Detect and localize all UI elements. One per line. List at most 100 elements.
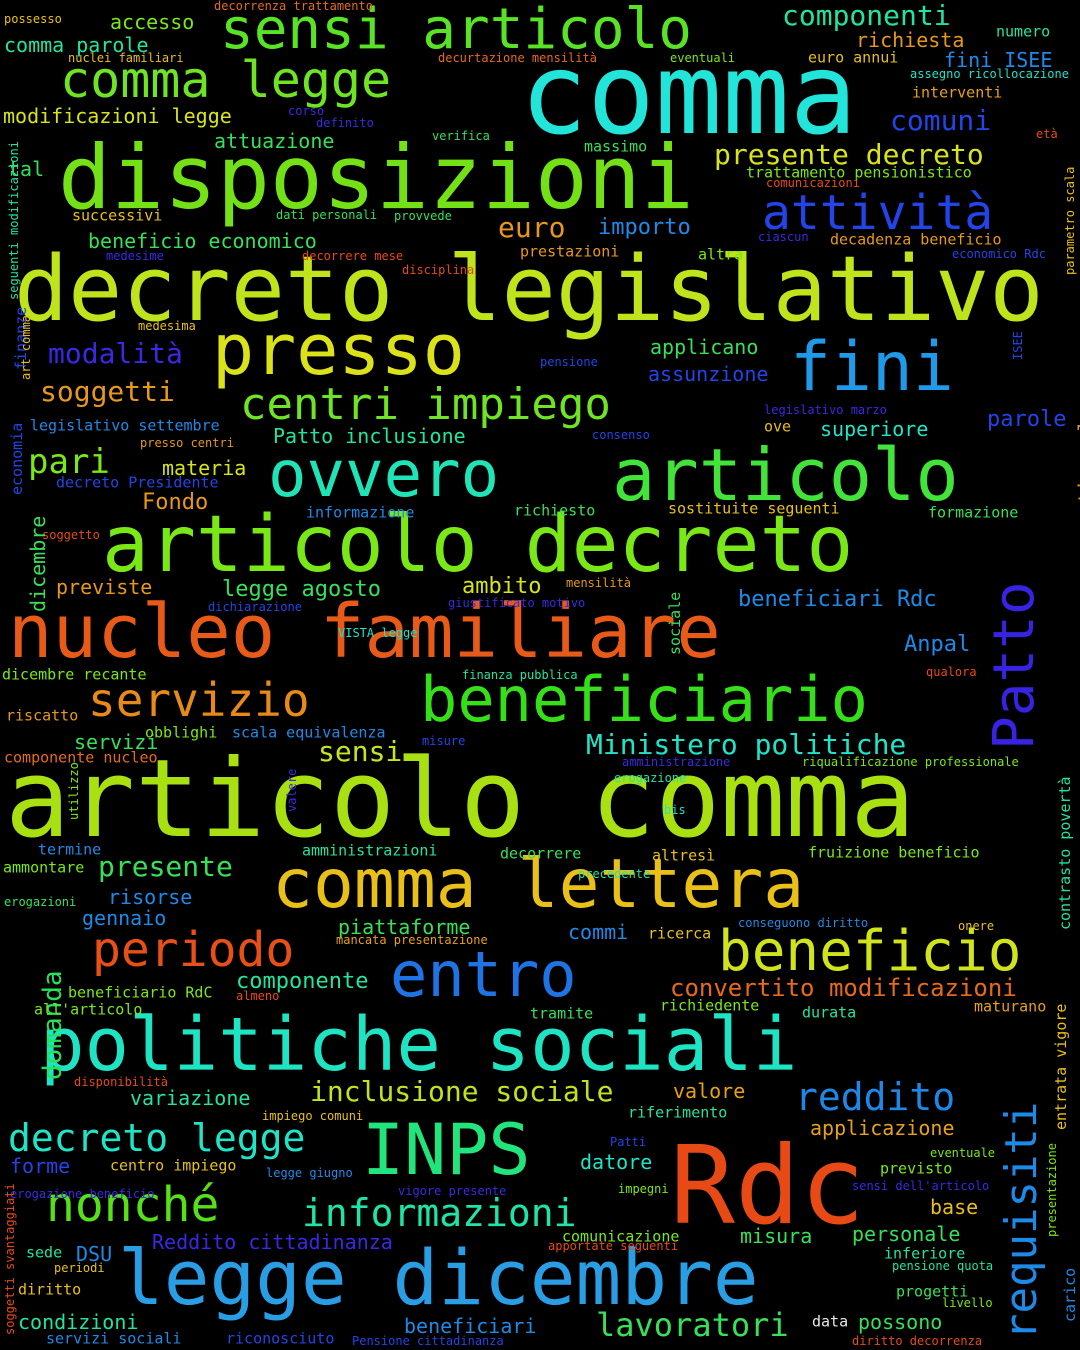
cloud-word: comunicazioni [766,176,860,190]
cloud-word: sensi [318,735,403,768]
cloud-word: decorrere [500,844,582,863]
cloud-word: comma [520,30,858,160]
cloud-word: ove [764,417,792,436]
cloud-word: formazione [928,503,1019,522]
cloud-word: euro annui [808,48,899,67]
cloud-word: altra [698,245,744,264]
cloud-word: decreto Presidente [56,473,219,492]
cloud-word: erogazione [614,771,687,785]
cloud-word: articolo decreto [102,500,854,590]
cloud-word: tramite [530,1004,594,1023]
cloud-word: decorrere mese [302,249,404,263]
cloud-word: sociale [666,591,684,655]
cloud-word: comuni [890,104,992,137]
cloud-word: centro impiego [110,1156,237,1175]
cloud-word: beneficio [718,919,1022,984]
cloud-word: medesime [106,249,164,263]
cloud-word: diritto [18,1280,82,1299]
cloud-word: art comma [19,314,33,380]
cloud-word: richiesto [514,501,596,520]
cloud-word: successivi [72,206,163,225]
cloud-word: entrata vigore [1052,1003,1070,1130]
cloud-word: precedente [578,867,651,881]
cloud-word: eventuali [670,51,736,65]
cloud-word: componente nucleo [4,748,158,767]
cloud-word: inclusione sociale [310,1075,614,1108]
cloud-word: sensi articolo [220,0,693,62]
cloud-word: personale [852,1222,961,1246]
cloud-word: parametro scala [1063,166,1077,275]
cloud-word: soggetto [42,528,100,542]
cloud-word: INPS [362,1109,531,1191]
cloud-word: euro [498,211,566,244]
cloud-word: richiedente [660,996,760,1015]
cloud-word: data [812,1312,849,1331]
cloud-word: amministrazione [622,755,731,769]
cloud-word: soggetti [40,375,175,408]
cloud-word: previsto [880,1159,953,1178]
cloud-word: centri impiego [240,379,611,430]
cloud-word: beneficio economico [88,229,317,253]
cloud-word: riconosciuto [226,1329,335,1348]
cloud-word: Patto inclusione [273,424,466,448]
cloud-word: componenti [782,0,951,32]
cloud-word: risorse [108,885,193,909]
cloud-word: ciascun [758,230,809,244]
cloud-word: presente decreto [714,138,984,171]
cloud-word: decadenza beneficio [830,230,1002,249]
cloud-word: legge dicembre [118,1233,759,1322]
cloud-word: fini ISEE [944,48,1053,72]
cloud-word: legislativo marzo [764,403,887,417]
cloud-word: forme [10,1154,71,1178]
cloud-word: Reddito cittadinanza [152,1230,393,1254]
cloud-word: altresì [652,846,716,865]
cloud-word: presentazione [1045,1143,1059,1237]
cloud-word: richiesta [856,28,965,52]
cloud-word: valere [285,768,299,812]
cloud-word: medesima [138,319,196,333]
cloud-word: trattamento pensionistico [746,163,972,182]
cloud-word: pari [28,442,110,482]
cloud-word: misure [422,734,466,748]
cloud-word: misura [740,1224,813,1248]
cloud-word: componente [236,969,369,994]
cloud-word: Ministero politiche [586,728,907,761]
cloud-word: mancata presentazione [336,933,488,947]
cloud-word: condizioni [18,1310,139,1334]
cloud-word: corso [288,104,325,118]
cloud-word: onere [958,919,995,933]
cloud-word: legge agosto [222,577,381,602]
cloud-word: presente [98,850,233,883]
cloud-word: inferiore [884,1244,966,1263]
cloud-word: interventi [912,83,1003,102]
cloud-word: nonché [46,1177,220,1233]
cloud-word: periodo [92,922,295,978]
cloud-word: contrasto povertà [1056,776,1074,930]
cloud-word: servizi [74,730,159,754]
cloud-word: politiche sociali [40,1002,798,1088]
cloud-word: età [1036,127,1058,141]
cloud-word: dichiarazione [208,600,302,614]
cloud-word: componenti nucleo [1074,395,1080,600]
cloud-word: soggetti svantaggiati [3,1183,17,1335]
cloud-word: presso [212,309,465,391]
cloud-word: impegni [618,1182,669,1196]
cloud-word: prestazioni [520,242,620,261]
cloud-word: maturano [974,997,1047,1016]
cloud-word: definito [316,116,374,130]
cloud-word: applicazione [810,1116,955,1140]
cloud-word: commi [568,920,629,944]
cloud-word: giustificato motivo [448,596,586,610]
cloud-word: valore [673,1079,746,1103]
cloud-word: entro [390,938,577,1011]
cloud-word: sostituite seguenti [668,499,840,518]
cloud-word: beneficiario RdC [68,983,213,1002]
cloud-word: riqualificazione professionale [802,755,1019,769]
cloud-word: possesso [4,12,62,26]
cloud-word: decorrenza trattamento [214,0,373,13]
cloud-word: disciplina [402,263,475,277]
cloud-word: durata [802,1003,857,1022]
cloud-word: assegno ricollocazione [910,67,1069,81]
cloud-word: comma lettera [272,845,805,924]
cloud-word: impiego comuni [262,1109,364,1123]
